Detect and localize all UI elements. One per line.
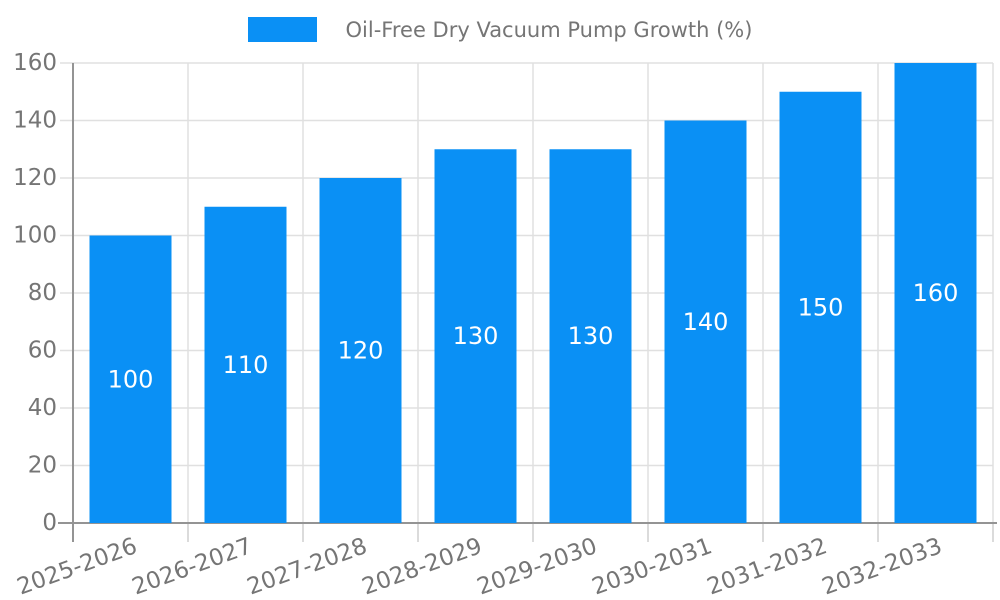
x-tick-label: 2025-2026	[14, 533, 141, 600]
legend-swatch	[247, 17, 317, 42]
bar-value-label: 130	[453, 322, 499, 350]
bar-value-label: 160	[913, 279, 959, 307]
y-tick-label: 20	[28, 453, 57, 479]
bar-value-label: 120	[338, 337, 384, 365]
y-tick-label: 0	[42, 510, 57, 536]
y-tick-label: 80	[28, 280, 57, 306]
x-tick-label: 2030-2031	[589, 533, 716, 600]
x-tick-label: 2029-2030	[474, 533, 601, 600]
x-tick-label: 2027-2028	[244, 533, 371, 600]
bar-value-label: 140	[683, 308, 729, 336]
x-tick-label: 2026-2027	[129, 533, 256, 600]
y-tick-label: 60	[28, 338, 57, 364]
x-tick-label: 2028-2029	[359, 533, 486, 600]
bar	[204, 206, 287, 523]
bar-value-label: 100	[108, 365, 154, 393]
y-tick-label: 140	[13, 108, 57, 134]
bar	[549, 149, 632, 523]
x-tick-label: 2031-2032	[704, 533, 831, 600]
bar	[434, 149, 517, 523]
bar	[89, 235, 172, 523]
y-tick-label: 160	[13, 50, 57, 76]
y-tick-label: 40	[28, 395, 57, 421]
bar	[894, 63, 977, 523]
x-tick-label: 2032-2033	[819, 533, 946, 600]
bar-value-label: 110	[223, 351, 269, 379]
legend[interactable]: Oil-Free Dry Vacuum Pump Growth (%)	[0, 17, 1000, 42]
bar	[319, 178, 402, 523]
y-tick-label: 120	[13, 165, 57, 191]
bar	[664, 120, 747, 523]
bar-value-label: 130	[568, 322, 614, 350]
bar	[779, 91, 862, 523]
legend-label: Oil-Free Dry Vacuum Pump Growth (%)	[345, 17, 753, 42]
bar-value-label: 150	[798, 293, 844, 321]
y-tick-label: 100	[13, 223, 57, 249]
